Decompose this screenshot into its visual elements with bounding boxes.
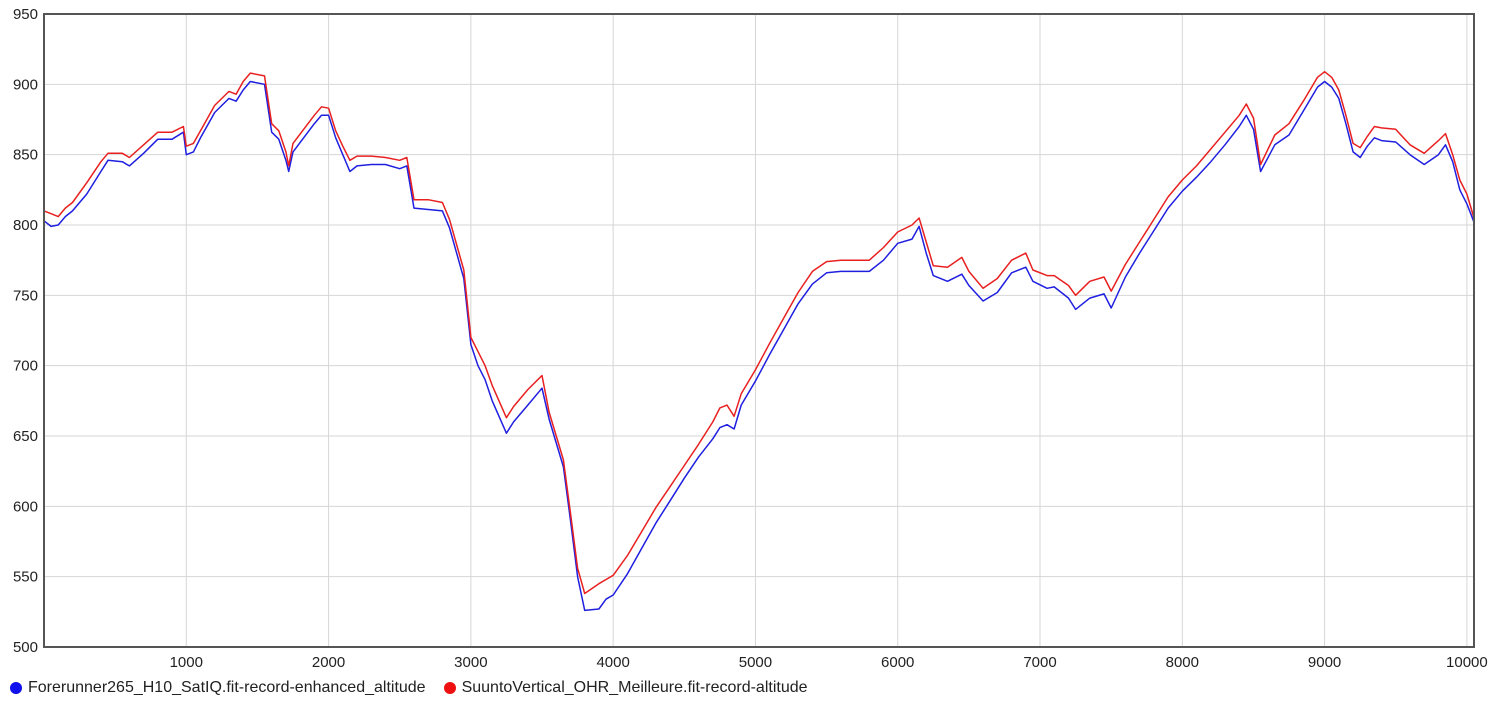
series-line-0 [43, 80, 1475, 612]
x-tick-label-9000: 9000 [1308, 654, 1341, 671]
y-tick-label-550: 550 [13, 569, 38, 586]
plot-frame [43, 13, 1475, 648]
y-tick-label-650: 650 [13, 428, 38, 445]
y-tick-label-850: 850 [13, 147, 38, 164]
legend-dot-blue [10, 682, 22, 694]
grid [44, 14, 1474, 647]
series-layer [43, 70, 1475, 612]
x-tick-label-1000: 1000 [170, 654, 203, 671]
y-tick-label-500: 500 [13, 639, 38, 656]
x-tick-label-10000: 10000 [1446, 654, 1488, 671]
legend-label-forerunner: Forerunner265_H10_SatIQ.fit-record-enhan… [28, 679, 426, 696]
series-line-1 [43, 70, 1475, 595]
legend-item-suunto[interactable]: SuuntoVertical_OHR_Meilleure.fit-record-… [443, 679, 808, 697]
legend-label-suunto: SuuntoVertical_OHR_Meilleure.fit-record-… [461, 679, 808, 696]
y-tick-label-700: 700 [13, 358, 38, 375]
legend-item-forerunner[interactable]: Forerunner265_H10_SatIQ.fit-record-enhan… [10, 679, 426, 697]
x-tick-label-7000: 7000 [1023, 654, 1056, 671]
y-tick-label-800: 800 [13, 217, 38, 234]
y-tick-label-750: 750 [13, 287, 38, 304]
y-tick-label-950: 950 [13, 6, 38, 23]
x-tick-label-4000: 4000 [596, 654, 629, 671]
y-tick-label-600: 600 [13, 498, 38, 515]
x-tick-label-3000: 3000 [454, 654, 487, 671]
x-tick-label-2000: 2000 [312, 654, 345, 671]
x-tick-label-8000: 8000 [1166, 654, 1199, 671]
x-axis-tick-labels: 1000 2000 3000 4000 5000 6000 7000 8000 9000 1000… [170, 654, 1488, 671]
y-axis-tick-labels: 500 550 600 650 700 750 800 850 900 950 [13, 6, 38, 656]
legend: Forerunner265_H10_SatIQ.fit-record-enhan… [10, 679, 826, 697]
x-tick-label-6000: 6000 [881, 654, 914, 671]
legend-dot-red [443, 682, 456, 694]
x-tick-label-5000: 5000 [739, 654, 772, 671]
y-tick-label-900: 900 [13, 76, 38, 93]
